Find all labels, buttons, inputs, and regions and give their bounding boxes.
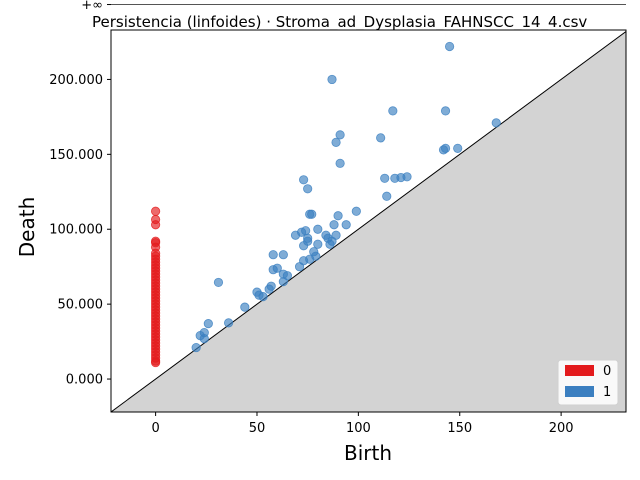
point-dim1 xyxy=(440,106,451,116)
point-dim1 xyxy=(491,118,501,128)
point-dim1 xyxy=(240,302,250,312)
legend-label-dim1: 1 xyxy=(603,385,611,400)
diagonal-region xyxy=(111,31,626,412)
point-dim1 xyxy=(402,172,412,182)
point-dim1 xyxy=(213,277,224,288)
y-tick-label: 0.000 xyxy=(66,373,103,388)
y-tick-label: 100.000 xyxy=(49,223,103,238)
infinity-line: +∞ xyxy=(81,0,626,13)
point-dim1 xyxy=(278,250,288,260)
axes-frame xyxy=(110,29,627,413)
legend-label-dim0: 0 xyxy=(603,364,611,379)
x-tick-label: 50 xyxy=(249,421,266,436)
x-axis-ticks: 0 50 100 150 200 xyxy=(151,412,574,436)
point-dim1 xyxy=(327,74,337,85)
point-dim1 xyxy=(313,224,323,234)
infinity-tick-label: +∞ xyxy=(81,0,103,13)
point-dim1 xyxy=(380,173,390,183)
point-dim1 xyxy=(329,220,339,230)
legend-swatch-dim0 xyxy=(565,365,594,376)
x-tick-label: 0 xyxy=(151,421,159,436)
point-dim1 xyxy=(382,191,392,201)
x-axis-label: Birth xyxy=(344,441,392,465)
point-dim1 xyxy=(268,250,278,260)
point-dim1 xyxy=(191,342,201,353)
legend: 01 xyxy=(557,359,619,406)
point-dim1 xyxy=(307,209,317,219)
point-dim1 xyxy=(264,284,274,294)
point-dim1 xyxy=(335,158,345,168)
y-tick-label: 50.000 xyxy=(58,298,104,313)
point-dim1 xyxy=(299,175,309,185)
point-dim1 xyxy=(290,230,301,240)
point-dim1 xyxy=(335,130,345,140)
point-dim0 xyxy=(151,357,161,368)
plot-frame xyxy=(110,29,627,413)
point-dim1 xyxy=(453,143,463,153)
point-dim1 xyxy=(203,319,213,329)
point-dim1 xyxy=(268,265,278,275)
point-dim1 xyxy=(325,239,335,249)
point-dim1 xyxy=(351,206,361,216)
y-tick-label: 150.000 xyxy=(49,148,103,163)
x-tick-label: 200 xyxy=(549,421,574,436)
y-tick-label: 200.000 xyxy=(49,73,103,88)
point-dim1 xyxy=(333,211,343,221)
point-dim1 xyxy=(331,137,341,147)
legend-swatch-dim1 xyxy=(565,386,594,397)
point-dim1 xyxy=(388,106,398,116)
y-axis-label: Death xyxy=(15,197,39,257)
point-dim1 xyxy=(445,41,455,52)
y-axis-ticks: 0.000 50.000 100.000 150.000 200.000 xyxy=(49,73,111,388)
point-dim1 xyxy=(199,333,209,344)
point-dim0 xyxy=(151,206,161,216)
point-dim1 xyxy=(223,318,234,328)
scatter-points xyxy=(151,41,501,368)
point-dim1 xyxy=(313,239,323,249)
point-dim1 xyxy=(341,220,351,230)
point-dim1 xyxy=(303,184,313,194)
point-dim0 xyxy=(151,220,161,230)
point-dim1 xyxy=(305,254,315,264)
chart-title: Persistencia (linfoides) · Stroma_ad_Dys… xyxy=(92,13,587,32)
point-dim1 xyxy=(278,277,288,287)
point-dim1 xyxy=(376,133,386,143)
point-dim1 xyxy=(299,241,309,251)
point-dim1 xyxy=(294,262,305,272)
point-dim1 xyxy=(438,145,449,155)
x-tick-label: 100 xyxy=(346,421,371,436)
point-dim1 xyxy=(258,292,268,302)
x-tick-label: 150 xyxy=(447,421,472,436)
